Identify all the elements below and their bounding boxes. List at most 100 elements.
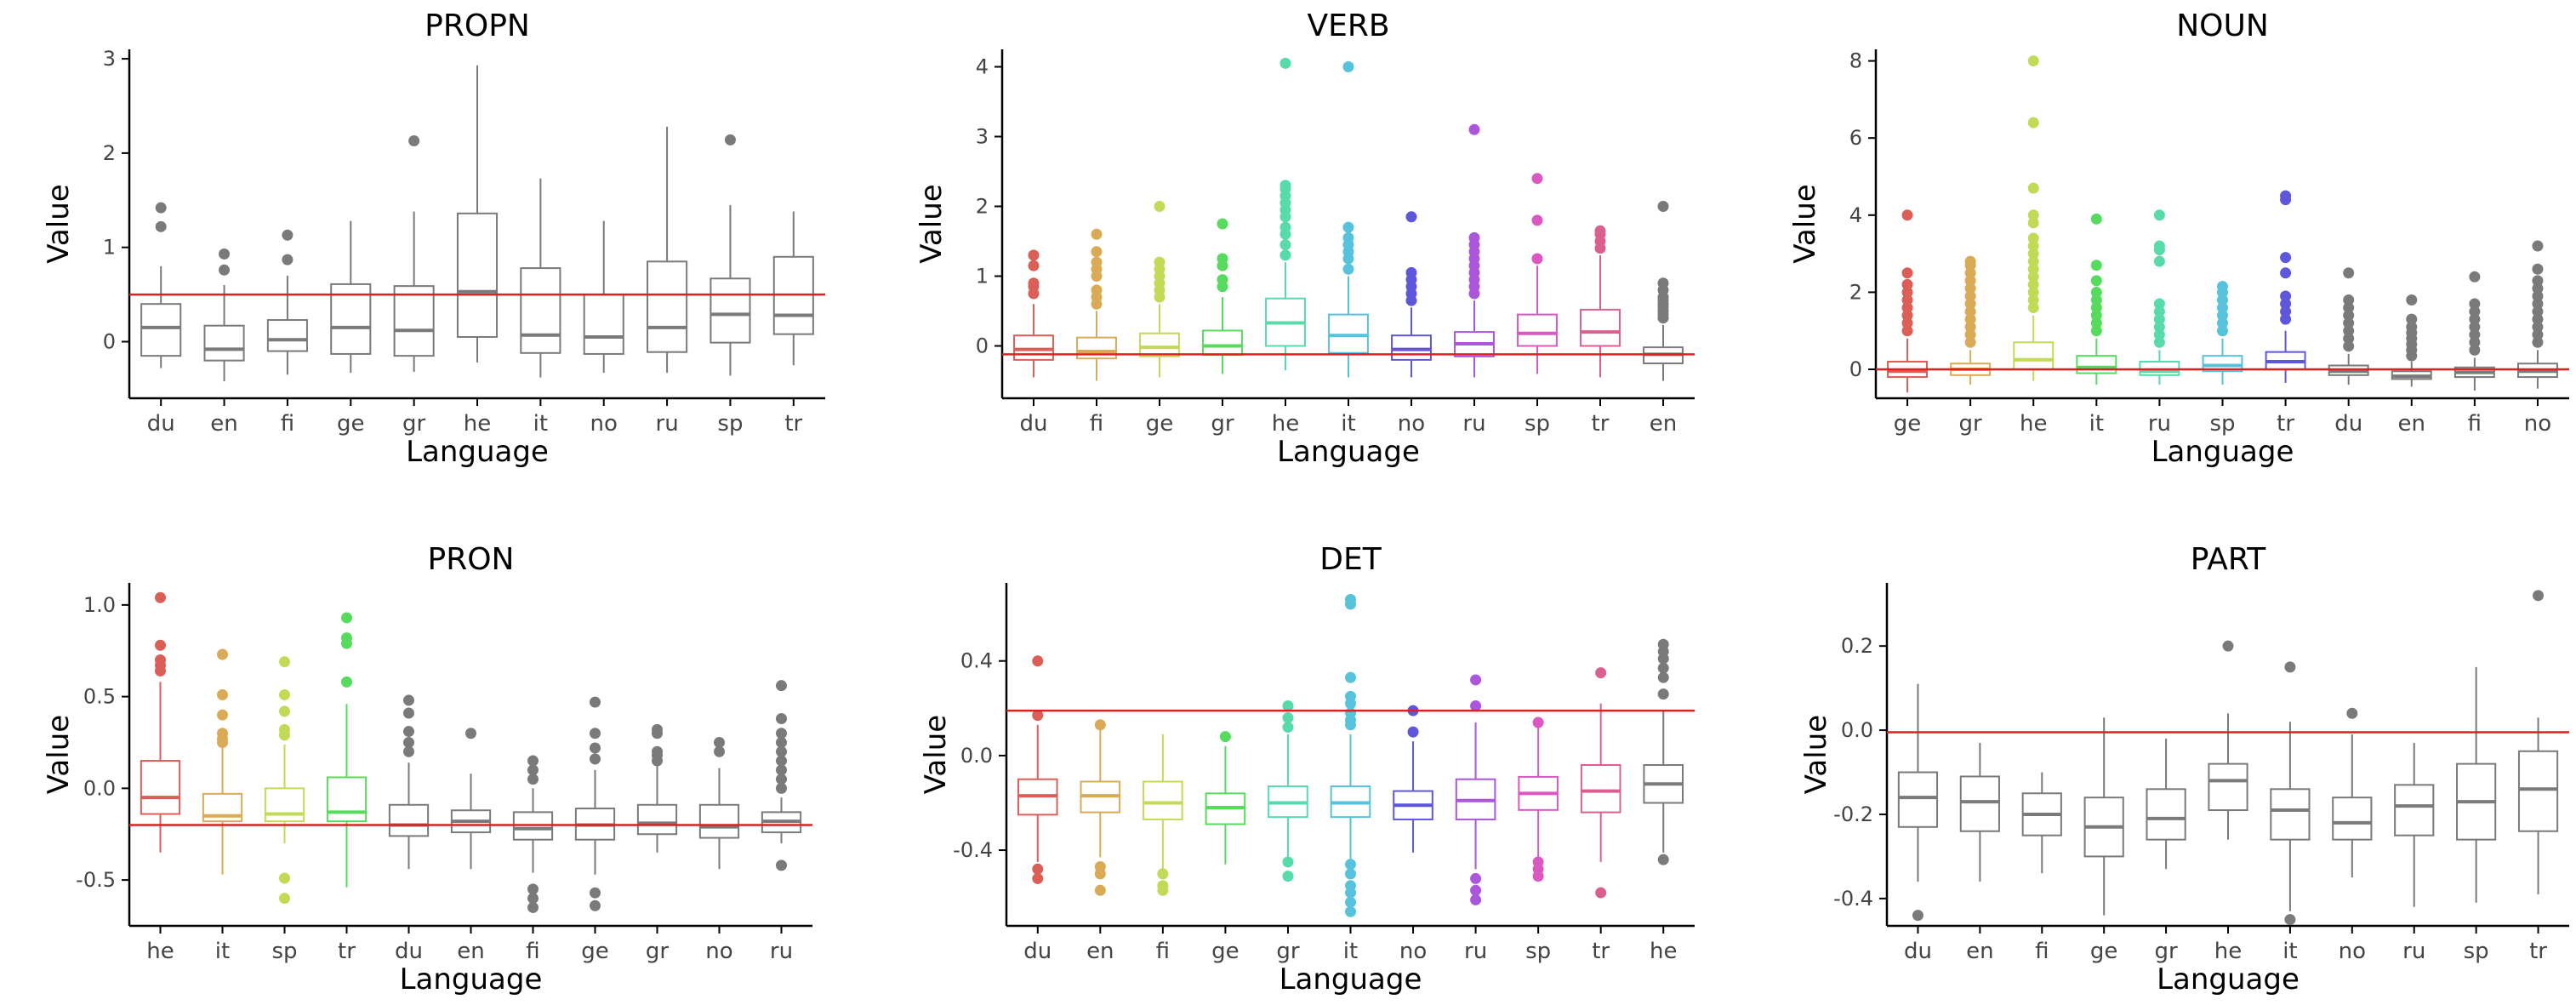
x-tick-label: sp: [271, 939, 297, 964]
x-tick-label: ge: [1211, 939, 1240, 964]
outlier-point: [1901, 310, 1913, 322]
outlier-point: [2153, 305, 2165, 317]
box-body: [1013, 334, 1054, 361]
x-tick-label: gr: [1959, 411, 1983, 437]
x-tick-label: fi: [2035, 939, 2049, 964]
outlier-point: [1964, 255, 1976, 267]
x-axis-label: Language: [2157, 962, 2300, 996]
outlier-point: [1282, 722, 1294, 734]
box-fi: [1143, 734, 1183, 896]
outlier-point: [1345, 671, 1356, 683]
y-tick-label: -0.4: [1833, 887, 1873, 911]
outlier-point: [1657, 201, 1669, 212]
outlier-point: [2532, 305, 2544, 317]
outlier-point: [2532, 275, 2544, 287]
x-tick-label: he: [1272, 411, 1299, 437]
outlier-point: [403, 707, 414, 719]
chart-title: NOUN: [2176, 9, 2269, 43]
x-tick-label: tr: [338, 939, 356, 964]
outlier-point: [2532, 321, 2544, 333]
box-tr: [2265, 190, 2306, 383]
outlier-point: [1217, 274, 1228, 286]
outlier-point: [2343, 325, 2355, 337]
box-ru: [1454, 123, 1495, 378]
outlier-point: [2153, 313, 2165, 325]
box-no: [583, 220, 624, 374]
y-axis-label: Value: [42, 184, 76, 263]
box-body: [388, 803, 430, 837]
x-tick-label: he: [2020, 411, 2047, 437]
box-no: [698, 736, 740, 870]
x-tick-label: he: [146, 939, 174, 964]
outlier-point: [1028, 249, 1040, 261]
box-du: [140, 202, 182, 368]
box-en: [2391, 294, 2432, 387]
outlier-point: [279, 688, 290, 700]
outlier-point: [1901, 267, 1913, 279]
outlier-point: [1964, 275, 1976, 287]
x-tick-label: gr: [1211, 411, 1234, 437]
outlier-point: [2280, 190, 2292, 202]
x-tick-label: it: [1343, 939, 1358, 964]
box-body: [1328, 313, 1369, 354]
outlier-point: [2153, 328, 2165, 340]
outlier-point: [2284, 661, 2296, 673]
x-tick-label: sp: [1525, 411, 1550, 437]
y-tick-label: 1.0: [83, 593, 116, 617]
box-body: [583, 294, 624, 355]
box-he: [2013, 55, 2055, 381]
box-it: [202, 648, 243, 875]
box-ge: [1887, 209, 1929, 393]
outlier-point: [2406, 294, 2418, 305]
box-du: [1897, 683, 1939, 922]
x-tick-label: du: [147, 411, 175, 437]
outlier-point: [1964, 321, 1976, 333]
outlier-point: [527, 774, 539, 785]
x-tick-label: en: [2398, 411, 2425, 437]
box-body: [1580, 308, 1621, 347]
outlier-point: [341, 632, 352, 644]
outlier-point: [2469, 298, 2481, 310]
y-tick-label: 0: [976, 334, 989, 358]
box-body: [2076, 355, 2117, 374]
outlier-point: [2153, 240, 2165, 252]
outlier-point: [2532, 240, 2544, 252]
outlier-point: [527, 883, 539, 895]
outlier-point: [1901, 325, 1913, 337]
outlier-point: [403, 726, 414, 738]
outlier-point: [1468, 123, 1480, 135]
y-tick-label: 3: [976, 125, 989, 149]
box-body: [1897, 771, 1939, 828]
outlier-point: [2027, 286, 2039, 298]
outlier-point: [2469, 336, 2481, 348]
outlier-point: [1345, 690, 1356, 702]
box-sp: [2202, 281, 2243, 385]
box-body: [140, 303, 182, 357]
x-tick-label: no: [1398, 411, 1425, 437]
x-tick-label: tr: [2277, 411, 2294, 437]
outlier-point: [1279, 180, 1291, 191]
box-it: [2270, 661, 2311, 926]
outlier-point: [2346, 707, 2358, 719]
outlier-point: [2153, 336, 2165, 348]
outlier-point: [1091, 246, 1103, 258]
box-gr: [636, 723, 678, 853]
outlier-point: [714, 736, 725, 748]
x-tick-label: no: [1399, 939, 1427, 964]
outlier-point: [2027, 263, 2039, 275]
x-tick-label: ge: [2090, 939, 2118, 964]
box-body: [1139, 332, 1180, 357]
outlier-point: [2280, 313, 2292, 325]
outlier-point: [1342, 61, 1354, 72]
x-tick-label: du: [395, 939, 423, 964]
outlier-point: [1964, 298, 1976, 310]
outlier-point: [1032, 655, 1044, 667]
outlier-point: [1657, 854, 1669, 865]
box-sp: [1518, 717, 1559, 882]
outlier-point: [2217, 317, 2228, 329]
box-gr: [393, 134, 435, 372]
outlier-point: [1405, 211, 1417, 223]
box-body: [393, 285, 435, 357]
outlier-point: [776, 745, 787, 757]
box-gr: [1268, 700, 1308, 882]
